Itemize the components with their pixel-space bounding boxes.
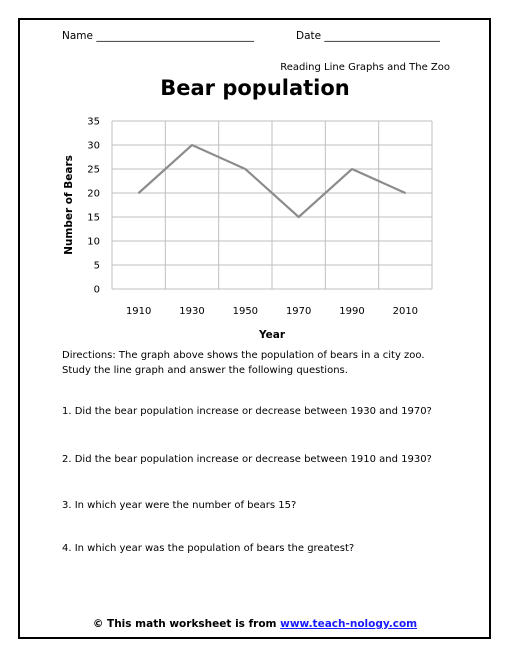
y-tick-label: 30: [87, 141, 100, 152]
x-tick-label: 1990: [339, 306, 364, 317]
y-tick-label: 35: [87, 117, 100, 128]
teach-nology-link[interactable]: www.teach-nology.com: [280, 618, 418, 630]
data-point: [137, 192, 140, 194]
y-tick-label: 15: [87, 213, 100, 224]
chart-title: Bear population: [160, 76, 350, 100]
date-field: Date ______________________: [296, 30, 440, 42]
x-tick-label: 1930: [179, 306, 204, 317]
x-tick-label: 1970: [286, 306, 311, 317]
x-tick-labels: 1910 1930 1950 1970 1990 2010: [126, 306, 418, 317]
y-tick-label: 20: [87, 189, 100, 200]
data-point: [351, 168, 353, 170]
footer-credit: © This math worksheet is from www.teach-…: [0, 618, 510, 630]
footer-prefix: © This math worksheet is from: [92, 618, 281, 630]
y-tick-label: 0: [94, 285, 100, 296]
data-point: [404, 192, 407, 194]
question-3: 3. In which year were the number of bear…: [62, 500, 297, 511]
worksheet-subtitle: Reading Line Graphs and The Zoo: [280, 62, 450, 73]
data-point: [191, 144, 193, 146]
x-axis-label: Year: [258, 329, 286, 341]
y-tick-label: 10: [87, 237, 100, 248]
directions-line: Directions: The graph above shows the po…: [62, 350, 425, 361]
y-tick-labels: 0 5 10 15 20 25 30 35: [87, 117, 100, 296]
question-1: 1. Did the bear population increase or d…: [62, 406, 432, 417]
y-tick-label: 5: [94, 261, 100, 272]
y-axis-label: Number of Bears: [63, 155, 75, 255]
data-point: [297, 216, 300, 218]
directions-text: Directions: The graph above shows the po…: [62, 348, 462, 378]
page-border: [18, 18, 491, 639]
data-point: [244, 168, 247, 170]
directions-line: Study the line graph and answer the foll…: [62, 365, 348, 376]
x-tick-label: 1910: [126, 306, 151, 317]
name-field: Name ______________________________: [62, 30, 254, 42]
y-tick-label: 25: [87, 165, 100, 176]
series-line: [137, 143, 406, 219]
x-tick-label: 1950: [233, 306, 258, 317]
chart-series: [137, 143, 407, 219]
chart-grid: [111, 120, 433, 290]
x-tick-label: 2010: [393, 306, 418, 317]
question-4: 4. In which year was the population of b…: [62, 543, 355, 554]
question-2: 2. Did the bear population increase or d…: [62, 454, 432, 465]
